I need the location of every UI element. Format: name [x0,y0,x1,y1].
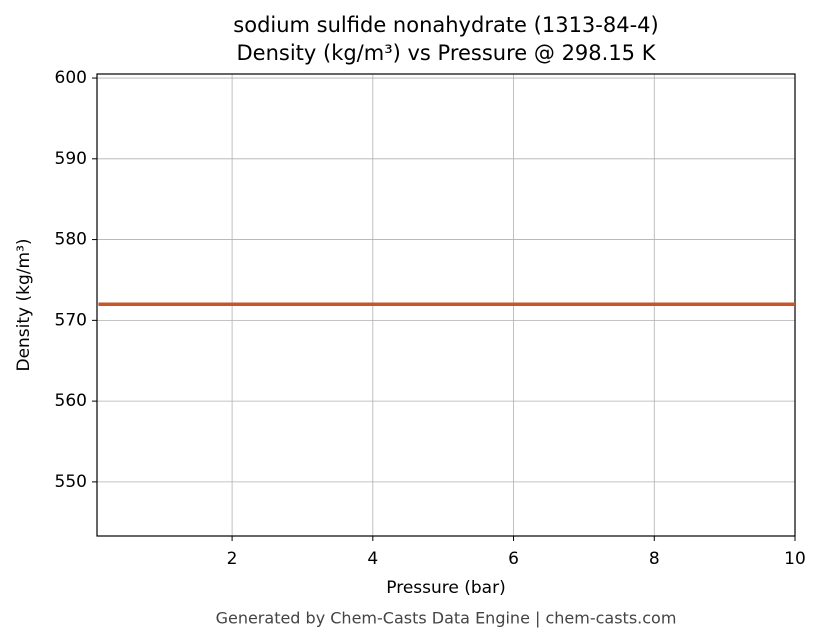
x-tick-label: 6 [508,549,519,569]
chart-title: sodium sulfide nonahydrate (1313-84-4) [233,13,658,37]
footer: Generated by Chem-Casts Data Engine | ch… [216,609,677,628]
y-tick-label: 590 [55,149,87,169]
x-tick-label: 2 [227,549,238,569]
x-tick-label: 8 [649,549,660,569]
y-tick-label: 550 [55,472,87,492]
y-tick-label: 580 [55,230,87,250]
x-axis-label: Pressure (bar) [386,578,505,598]
y-tick-label: 560 [55,391,87,411]
y-axis-label: Density (kg/m³) [14,238,34,371]
x-tick-label: 10 [784,549,806,569]
chart-subtitle: Density (kg/m³) vs Pressure @ 298.15 K [236,41,656,65]
y-tick-label: 600 [55,68,87,88]
x-tick-label: 4 [367,549,378,569]
y-tick-label: 570 [55,310,87,330]
